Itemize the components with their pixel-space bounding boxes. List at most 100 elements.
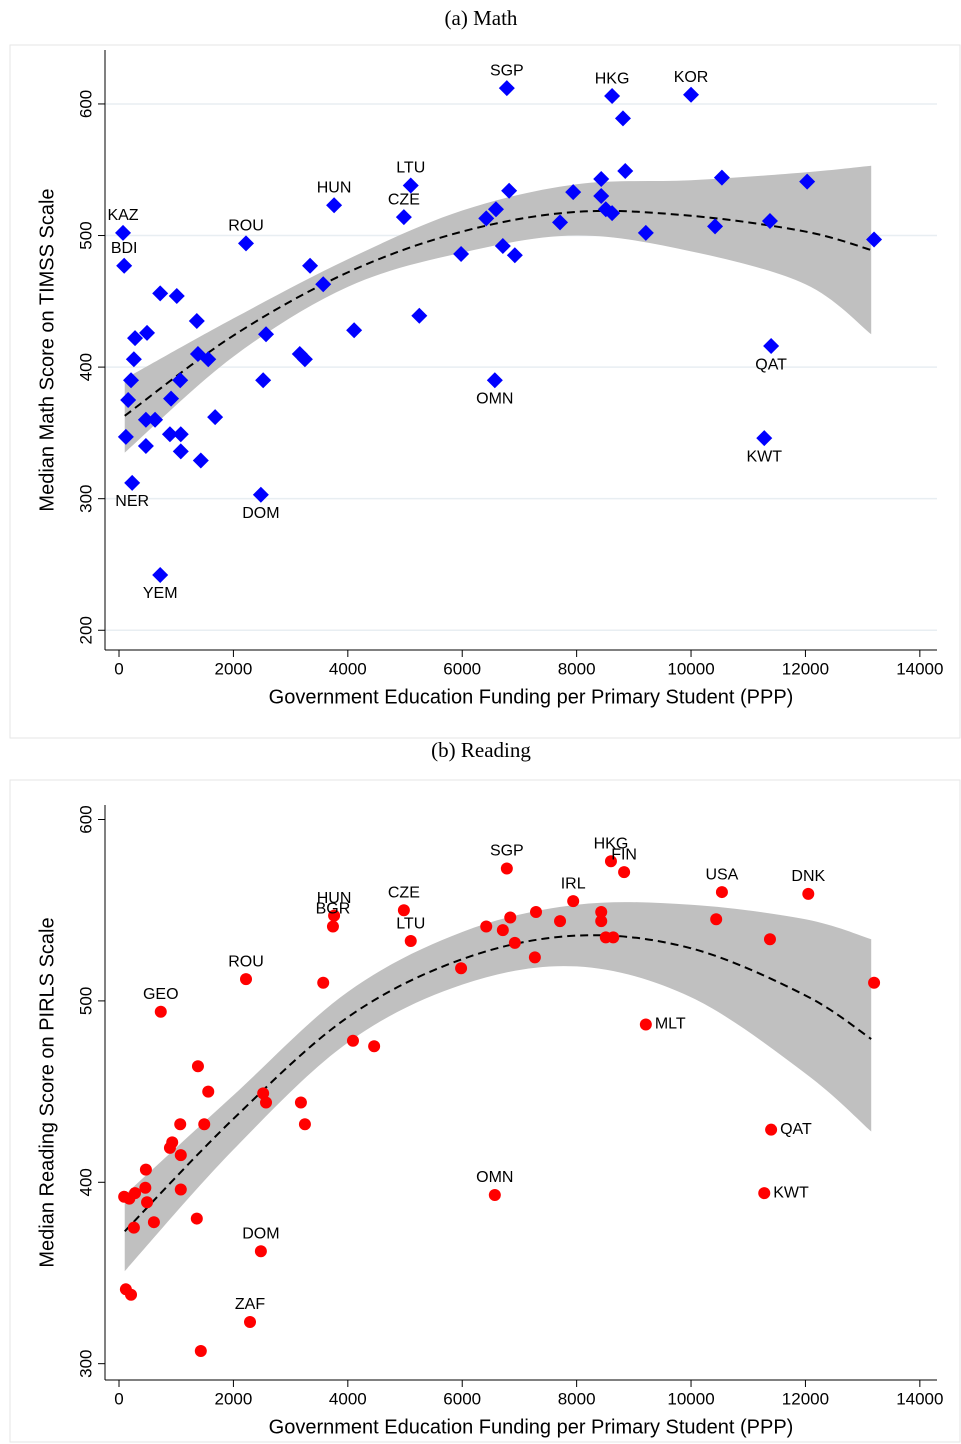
panel-frame — [9, 779, 961, 1443]
point — [174, 1118, 187, 1131]
point-label: LTU — [396, 915, 425, 932]
point-label: KWT — [746, 448, 782, 465]
x-tick-label: 0 — [114, 659, 123, 678]
point — [639, 1018, 652, 1031]
point — [506, 247, 523, 264]
point — [200, 351, 217, 368]
point — [125, 1288, 138, 1301]
point — [207, 409, 224, 426]
point-label: QAT — [780, 1121, 812, 1138]
point — [404, 935, 417, 948]
point — [258, 326, 275, 343]
point — [163, 1141, 176, 1154]
point — [127, 330, 144, 347]
point-label: ROU — [228, 953, 264, 970]
point — [758, 1187, 771, 1200]
point — [402, 177, 419, 194]
point — [120, 392, 137, 408]
point-label: GEO — [143, 986, 179, 1003]
point — [504, 911, 517, 924]
y-axis-title: Median Reading Score on PIRLS Scale — [36, 917, 58, 1267]
point — [191, 1060, 204, 1073]
panel-title: (a) Math — [445, 6, 518, 30]
point — [802, 887, 815, 900]
fit-line — [124, 209, 872, 417]
point — [500, 862, 513, 875]
point — [397, 904, 410, 917]
point — [761, 213, 778, 230]
point-label: CZE — [388, 884, 420, 901]
point-label: FIN — [611, 846, 637, 863]
point — [244, 1315, 257, 1328]
x-tick-label: 6000 — [443, 659, 481, 678]
point — [129, 1187, 142, 1200]
point — [137, 411, 154, 428]
point — [147, 411, 164, 428]
point — [188, 313, 205, 330]
x-tick-label: 14000 — [896, 659, 943, 678]
point — [487, 201, 504, 218]
point-label: DOM — [242, 505, 279, 522]
x-axis-title: Government Education Funding per Primary… — [269, 1416, 794, 1438]
point — [127, 1221, 140, 1234]
point — [123, 372, 140, 389]
point — [190, 1212, 203, 1225]
point — [152, 567, 169, 583]
point-label: KAZ — [107, 207, 138, 224]
x-axis-title: Government Education Funding per Primary… — [269, 686, 794, 708]
x-tick-label: 2000 — [215, 1389, 253, 1408]
y-tick-label: 600 — [76, 90, 95, 118]
point — [302, 257, 319, 274]
point — [496, 924, 509, 937]
point-label: USA — [705, 866, 738, 883]
point-label: BGR — [316, 901, 351, 918]
point — [637, 224, 654, 241]
x-tick-label: 4000 — [329, 1389, 367, 1408]
point-label: ZAF — [235, 1296, 265, 1313]
y-tick-label: 400 — [76, 353, 95, 381]
point — [498, 80, 515, 97]
point-label: KOR — [674, 69, 709, 86]
point — [604, 88, 621, 105]
point-label: OMN — [476, 1169, 513, 1186]
point — [618, 866, 631, 879]
point — [152, 285, 169, 302]
point — [294, 1096, 307, 1109]
confidence-band — [124, 165, 872, 453]
point — [604, 205, 621, 222]
point — [125, 351, 142, 368]
y-tick-label: 200 — [76, 616, 95, 644]
point — [604, 855, 617, 868]
point — [501, 182, 518, 199]
point-label: YEM — [143, 585, 178, 602]
point-label: LTU — [396, 160, 425, 177]
point — [328, 909, 341, 922]
point-label: DOM — [242, 1225, 279, 1242]
point — [480, 920, 493, 933]
panel-title: (b) Reading — [431, 738, 531, 762]
point — [238, 235, 255, 252]
fit-line — [124, 934, 872, 1232]
point — [172, 426, 189, 443]
point — [137, 438, 154, 455]
confidence-band — [124, 902, 872, 1272]
point — [174, 1149, 187, 1162]
point — [198, 1118, 211, 1131]
point — [799, 173, 816, 190]
point — [713, 169, 730, 186]
point — [486, 372, 503, 389]
point — [326, 920, 339, 933]
point — [346, 1034, 359, 1047]
point — [141, 1196, 154, 1209]
point — [116, 257, 133, 274]
point — [139, 1163, 152, 1176]
point — [117, 428, 134, 445]
point — [614, 110, 631, 127]
point — [715, 886, 728, 899]
point — [756, 430, 773, 447]
point — [707, 218, 724, 235]
point — [530, 906, 543, 919]
x-tick-label: 6000 — [443, 1389, 481, 1408]
point — [317, 976, 330, 989]
point-label: KWT — [773, 1184, 809, 1201]
